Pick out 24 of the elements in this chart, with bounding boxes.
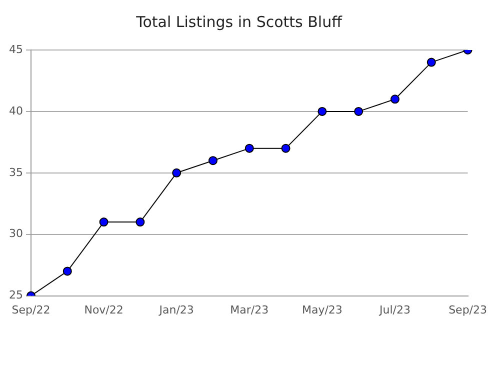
x-tick-label: Sep/22: [12, 303, 50, 316]
chart-title: Total Listings in Scotts Bluff: [135, 12, 343, 31]
point: [244, 144, 254, 153]
y-tick-label: 45: [8, 42, 23, 56]
point: [390, 94, 400, 104]
x-tick-label: Jan/23: [158, 303, 194, 316]
point: [426, 58, 436, 67]
point: [354, 106, 364, 116]
x-tick-label: Sep/23: [448, 303, 487, 316]
y-tick-label: 30: [8, 227, 23, 240]
point: [99, 218, 108, 227]
point: [172, 168, 182, 178]
x-tick-label: Jul/23: [378, 303, 410, 316]
y-tick-label: 40: [8, 104, 23, 118]
x-tick-label: May/23: [302, 303, 342, 316]
point: [62, 266, 72, 276]
point: [136, 218, 145, 227]
x-tick-label: Nov/22: [84, 303, 124, 316]
point: [281, 144, 290, 153]
y-tick-label: 35: [8, 166, 23, 179]
y-tick-label: 25: [8, 288, 23, 302]
point: [208, 156, 218, 166]
x-tick-label: Mar/23: [230, 303, 269, 316]
point: [318, 106, 327, 116]
